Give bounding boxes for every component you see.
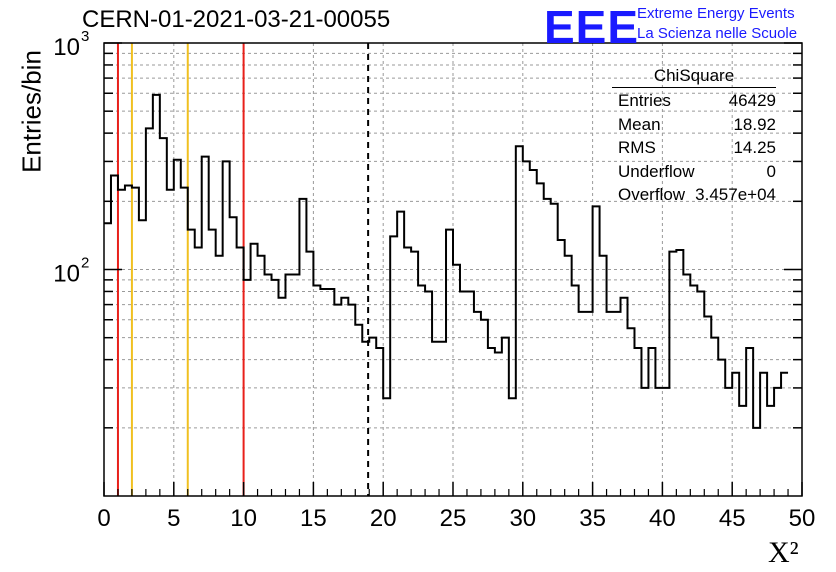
x-tick-label: 0 [97,505,110,532]
x-tick-label: 15 [300,505,327,532]
y-tick-exponent: 2 [81,255,89,272]
histogram-series [104,93,789,429]
stats-row: Overflow 3.457e+04 [612,183,776,207]
y-axis-label: Entries/bin [16,50,47,173]
x-tick-label: 30 [509,505,536,532]
stats-label: Entries [618,91,671,110]
axis-ticks-layer [103,42,803,496]
stats-value: 3.457e+04 [695,185,776,204]
stats-value: 14.25 [733,138,776,157]
x-axis-label: X² [768,536,799,569]
stats-value: 46429 [728,91,776,110]
y-tick-label: 10 [53,34,80,61]
x-tick-label: 25 [440,505,467,532]
y-tick-exponent: 3 [81,28,89,45]
plot-title: CERN-01-2021-03-21-00055 [82,6,391,33]
stats-label: Underflow [618,161,695,181]
stats-row: Underflow 0 [612,160,776,184]
eee-logo: EEE [544,1,640,53]
logo-line-2: La Scienza nelle Scuole [637,25,798,42]
stats-value: 0 [766,161,776,181]
x-tick-label: 5 [167,505,180,532]
x-tick-label: 45 [719,505,746,532]
grid-layer [104,43,802,496]
stats-title: ChiSquare [612,66,776,88]
stats-box: ChiSquare Entries 46429 Mean 18.92 RMS 14.2… [612,66,776,207]
x-tick-label: 20 [370,505,397,532]
stats-label: RMS [618,138,656,157]
stats-value: 18.92 [733,114,776,134]
y-tick-label: 10 [53,261,80,288]
x-tick-label: 10 [230,505,257,532]
x-tick-label: 40 [649,505,676,532]
x-tick-label: 50 [789,505,816,532]
stats-row: RMS 14.25 [612,136,776,160]
stats-label: Overflow [618,185,686,204]
stats-label: Mean [618,114,661,134]
stats-row: Mean 18.92 [612,113,776,137]
x-tick-label: 35 [579,505,606,532]
stats-row: Entries 46429 [612,89,776,113]
logo-line-1: Extreme Energy Events [637,5,795,22]
